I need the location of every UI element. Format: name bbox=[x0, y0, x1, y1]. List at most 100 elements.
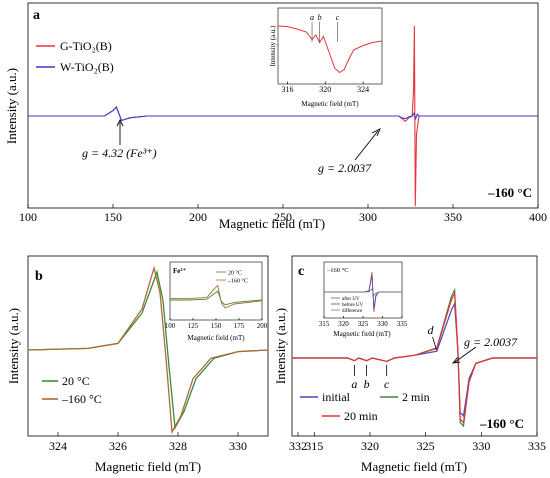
inset-b-tick-label-125: 125 bbox=[188, 322, 199, 330]
inset-c-tick-label-320: 320 bbox=[338, 320, 349, 328]
inset-a-tick-label-324: 324 bbox=[357, 85, 369, 94]
panel-b-series--160-c bbox=[27, 265, 269, 435]
inset-a-frame bbox=[277, 7, 383, 85]
panel-a-legend: G-TiO₂(B) W-TiO₂(B) bbox=[36, 39, 114, 74]
legend-ic-label-1: before UV bbox=[342, 303, 364, 308]
inset-b-tick-label-200: 200 bbox=[257, 322, 268, 330]
inset-b-tick-label-175: 175 bbox=[234, 322, 245, 330]
panel-a-tick-label-350: 350 bbox=[444, 210, 462, 224]
panel-a-series-w-tio2-b- bbox=[28, 105, 538, 122]
panel-b-tick-label-328: 328 bbox=[169, 439, 187, 453]
panel-a-tick-label-100: 100 bbox=[19, 210, 37, 224]
panel-b-frame bbox=[27, 255, 269, 437]
panel-c-tick-label-335: 335 bbox=[528, 439, 546, 453]
legend-ic-label-2: difference bbox=[342, 309, 363, 314]
inset-b-series--160-c bbox=[170, 284, 263, 309]
annotation-g2-text: g = 2.0037 bbox=[318, 161, 372, 175]
inset-c-xlabel: Magnetic field (mT) bbox=[333, 330, 391, 338]
inset-c-frame bbox=[323, 261, 403, 319]
panel-c-ylabel: Intensity (a.u.) bbox=[273, 308, 288, 384]
panel-c-lines bbox=[292, 287, 537, 428]
inset-b-ticks: 100 125 150 175 200 bbox=[165, 318, 268, 330]
panel-c-tick-label-330: 330 bbox=[472, 439, 490, 453]
panel-c-tick-label-320: 320 bbox=[361, 439, 379, 453]
inset-b-series-20-c bbox=[170, 290, 263, 306]
annotation-c-g: g = 2.0037 bbox=[451, 335, 518, 364]
inset-b-xlabel: Magnetic field (mT) bbox=[187, 334, 245, 342]
panel-b-tick-label-332: 332 bbox=[289, 439, 307, 453]
panel-a-xlabel: Magnetic field (mT) bbox=[219, 216, 325, 231]
panel-b-tick-label-330: 330 bbox=[229, 439, 247, 453]
annotation-g2-arrow bbox=[354, 130, 379, 161]
inset-a-peak-label-a: a bbox=[310, 13, 314, 22]
legend-ic-label-0: after UV bbox=[342, 297, 360, 302]
inset-c-tick-label-315: 315 bbox=[319, 320, 330, 328]
inset-c-title: –160 °C bbox=[326, 267, 349, 274]
panel-b-lines bbox=[27, 265, 269, 435]
inset-a-tick-label-316: 316 bbox=[281, 85, 293, 94]
legend-c-label-1: 2 min bbox=[402, 390, 430, 404]
annotation-g-2: g = 2.0037 bbox=[318, 128, 381, 175]
legend-ib-label-1: –160 °C bbox=[227, 278, 248, 285]
inset-b-tick-label-150: 150 bbox=[211, 322, 222, 330]
inset-c-ticks: 315 320 325 330 335 bbox=[319, 316, 408, 328]
inset-b-tick-label-100: 100 bbox=[165, 322, 176, 330]
panel-c-frame bbox=[291, 255, 538, 437]
annotation-c-arrowhead bbox=[451, 356, 461, 364]
panel-b-inset: Fe³⁺ Magnetic field (mT) 100 125 150 175 200… bbox=[165, 261, 268, 342]
panel-a-ylabel: Intensity (a.u.) bbox=[4, 68, 19, 144]
panel-a-tick-label-400: 400 bbox=[529, 210, 547, 224]
annotation-c-arrow bbox=[454, 346, 477, 363]
panel-a: a Magnetic field (mT) Intensity (a.u.) –… bbox=[4, 2, 547, 231]
panel-a-label: a bbox=[33, 8, 40, 23]
panel-a-tick-label-200: 200 bbox=[189, 210, 207, 224]
panel-b-legend: 20 °C –160 °C bbox=[42, 374, 102, 406]
panel-b-xlabel: Magnetic field (mT) bbox=[95, 459, 201, 474]
panel-c-temperature: –160 °C bbox=[479, 416, 524, 431]
panel-c-peaks: a b c d bbox=[351, 323, 437, 391]
inset-c-tick-label-325: 325 bbox=[358, 320, 369, 328]
panel-c-peak-label-b: b bbox=[364, 377, 370, 391]
panel-c-series-20-min bbox=[292, 291, 537, 424]
legend-b-label-0: 20 °C bbox=[62, 374, 90, 388]
legend-a-label-1: W-TiO₂(B) bbox=[60, 60, 114, 74]
annotation-g2-arrowhead bbox=[371, 128, 381, 137]
panel-b: b Magnetic field (mT) Intensity (a.u.) 3… bbox=[6, 255, 307, 474]
legend-c-label-2: 20 min bbox=[344, 409, 378, 423]
inset-a-xlabel: Magnetic field (mT) bbox=[301, 100, 359, 108]
inset-a-peak-label-b: b bbox=[318, 13, 322, 22]
annotation-g-fe: g = 4.32 (Fe³⁺) bbox=[82, 118, 157, 160]
inset-a-series-g-tio2-b- bbox=[277, 25, 383, 74]
panel-c-tick-label-325: 325 bbox=[417, 439, 435, 453]
panel-c-inset: –160 °C Magnetic field (mT) 315 320 325 330… bbox=[319, 261, 408, 338]
inset-c-series-difference bbox=[324, 287, 402, 297]
inset-a-ylabel: Intensity (a.u.) bbox=[269, 25, 277, 67]
panel-c-peak-label-d: d bbox=[428, 323, 435, 337]
panel-b-ticks: 324 326 328 330 332 bbox=[49, 432, 307, 453]
panel-b-label: b bbox=[35, 269, 43, 284]
panel-a-temperature: –160 °C bbox=[487, 185, 532, 200]
annotation-fe-arrowhead bbox=[116, 118, 124, 127]
legend-b-label-1: –160 °C bbox=[61, 392, 102, 406]
panel-a-inset: Magnetic field (mT) Intensity (a.u.) 316… bbox=[269, 7, 383, 108]
inset-c-tick-label-330: 330 bbox=[377, 320, 388, 328]
panel-b-tick-label-324: 324 bbox=[49, 439, 67, 453]
annotation-fe-text: g = 4.32 (Fe³⁺) bbox=[82, 146, 157, 160]
panel-c-peak-label-c: c bbox=[384, 377, 390, 391]
inset-a-tick-label-320: 320 bbox=[319, 85, 331, 94]
panel-c-label: c bbox=[298, 264, 304, 279]
panel-c-ticks: 315 320 325 330 335 bbox=[305, 432, 546, 453]
inset-c-tick-label-335: 335 bbox=[397, 320, 408, 328]
inset-a-lines bbox=[277, 25, 383, 74]
inset-c-lines bbox=[324, 272, 402, 312]
panel-a-tick-label-250: 250 bbox=[274, 210, 292, 224]
panel-b-tick-label-326: 326 bbox=[109, 439, 127, 453]
panel-c: c Magnetic field (mT) Intensity (a.u.) –… bbox=[273, 255, 546, 474]
panel-c-tick-label-315: 315 bbox=[305, 439, 323, 453]
inset-a-peak-label-c: c bbox=[336, 13, 340, 22]
legend-c-label-0: initial bbox=[322, 390, 351, 404]
panel-c-peak-label-a: a bbox=[351, 377, 357, 391]
legend-ib-label-0: 20 °C bbox=[228, 270, 242, 277]
